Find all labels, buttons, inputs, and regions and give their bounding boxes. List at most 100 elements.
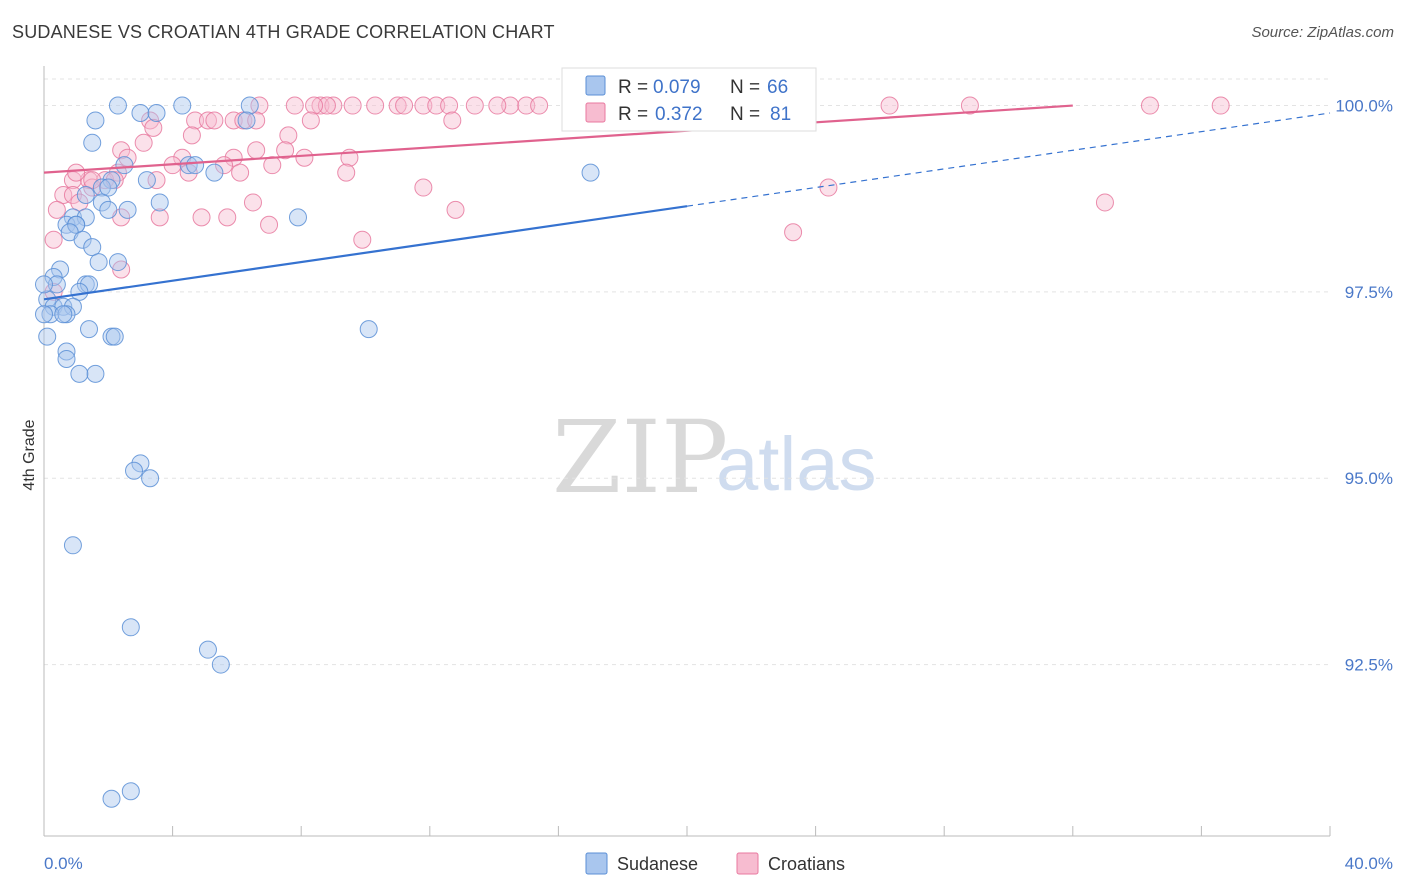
sudanese-point: [118, 200, 137, 219]
sudanese-points: [35, 96, 600, 808]
sudanese-point: [89, 253, 108, 272]
bottom-legend-label-croatians: Croatians: [768, 854, 845, 874]
sudanese-point: [359, 320, 378, 339]
sudanese-point: [83, 133, 102, 152]
sudanese-point: [237, 111, 256, 130]
sudanese-point: [76, 185, 95, 204]
croatians-point: [205, 111, 224, 130]
croatians-point: [276, 141, 295, 160]
croatians-point: [247, 141, 266, 160]
sudanese-point: [41, 305, 60, 324]
sudanese-point: [70, 364, 89, 383]
sudanese-point: [54, 305, 73, 324]
sudanese-point: [179, 156, 198, 175]
croatians-point: [295, 148, 314, 167]
legend-n-label-croatians: N =: [730, 104, 760, 125]
croatians-point: [83, 171, 102, 190]
sudanese-point: [240, 96, 259, 115]
legend-r-label-sudanese: R =: [618, 77, 648, 98]
croatians-point: [317, 96, 336, 115]
sudanese-point: [86, 364, 105, 383]
croatians-point: [305, 96, 324, 115]
croatians-point: [198, 111, 217, 130]
sudanese-point: [80, 320, 99, 339]
croatians-point: [83, 178, 102, 197]
croatians-point: [517, 96, 536, 115]
croatians-point: [150, 208, 169, 227]
croatians-trend-line: [43, 104, 1073, 174]
croatians-point: [819, 178, 838, 197]
sudanese-point: [186, 156, 205, 175]
croatians-point: [465, 96, 484, 115]
croatians-point: [414, 96, 433, 115]
legend-r-value-croatians: 0.372: [655, 104, 703, 125]
sudanese-point: [211, 655, 230, 674]
croatians-points: [44, 96, 1230, 301]
legend-r-value-sudanese: 0.079: [653, 77, 701, 98]
legend-swatch-sudanese: [585, 75, 606, 96]
croatians-point: [301, 111, 320, 130]
croatians-point: [353, 230, 372, 249]
sudanese-point: [83, 238, 102, 257]
croatians-point: [530, 96, 549, 115]
sudanese-point: [288, 208, 307, 227]
croatians-point: [427, 96, 446, 115]
croatians-point: [784, 223, 803, 242]
croatians-point: [231, 163, 250, 182]
sudanese-point: [35, 275, 53, 294]
sudanese-point: [92, 178, 111, 197]
croatians-point: [501, 96, 520, 115]
croatians-point: [260, 215, 279, 234]
sudanese-point: [47, 275, 66, 294]
sudanese-point: [102, 789, 121, 808]
sudanese-point: [137, 171, 156, 190]
sudanese-point: [141, 469, 160, 488]
croatians-point: [112, 141, 131, 160]
sudanese-point: [51, 260, 70, 279]
sudanese-point: [105, 327, 124, 346]
croatians-point: [324, 96, 343, 115]
croatians-point: [182, 126, 201, 145]
croatians-point: [247, 111, 266, 130]
croatians-point: [250, 96, 269, 115]
sudanese-point: [205, 163, 224, 182]
croatians-point: [134, 133, 153, 152]
y-tick-label: 92.5%: [1345, 656, 1393, 675]
sudanese-point: [63, 536, 82, 555]
legend-swatch-croatians: [585, 102, 606, 123]
sudanese-point: [131, 454, 150, 473]
croatians-point: [186, 111, 205, 130]
croatians-point: [44, 230, 63, 249]
sudanese-point: [76, 208, 95, 227]
bottom-legend: Sudanese Croatians: [585, 852, 845, 875]
bottom-legend-swatch-sudanese: [585, 852, 608, 875]
croatians-point: [224, 148, 243, 167]
sudanese-point: [57, 342, 76, 361]
sudanese-point: [150, 193, 169, 212]
sudanese-point: [57, 349, 76, 368]
croatians-point: [70, 193, 89, 212]
source-label: Source: ZipAtlas.com: [1251, 24, 1394, 41]
sudanese-point: [38, 327, 57, 346]
croatians-point: [192, 208, 211, 227]
sudanese-point: [173, 96, 192, 115]
sudanese-point: [86, 111, 105, 130]
sudanese-point: [125, 461, 144, 480]
croatians-point: [243, 193, 262, 212]
croatians-point: [279, 126, 298, 145]
croatians-point: [47, 200, 66, 219]
sudanese-point: [115, 156, 134, 175]
y-tick-label: 100.0%: [1335, 97, 1393, 116]
sudanese-point: [92, 193, 111, 212]
croatians-point: [1095, 193, 1114, 212]
sudanese-point: [99, 200, 118, 219]
sudanese-point: [108, 96, 127, 115]
legend-r-label-croatians: R =: [618, 104, 648, 125]
croatians-point: [311, 96, 330, 115]
legend: R = 0.079 N = 66 R = 0.372 N = 81: [561, 67, 817, 132]
watermark-zip: ZIP: [552, 399, 728, 516]
croatians-point: [218, 208, 237, 227]
croatians-point: [343, 96, 362, 115]
legend-n-label-sudanese: N =: [730, 77, 760, 98]
croatians-point: [388, 96, 407, 115]
